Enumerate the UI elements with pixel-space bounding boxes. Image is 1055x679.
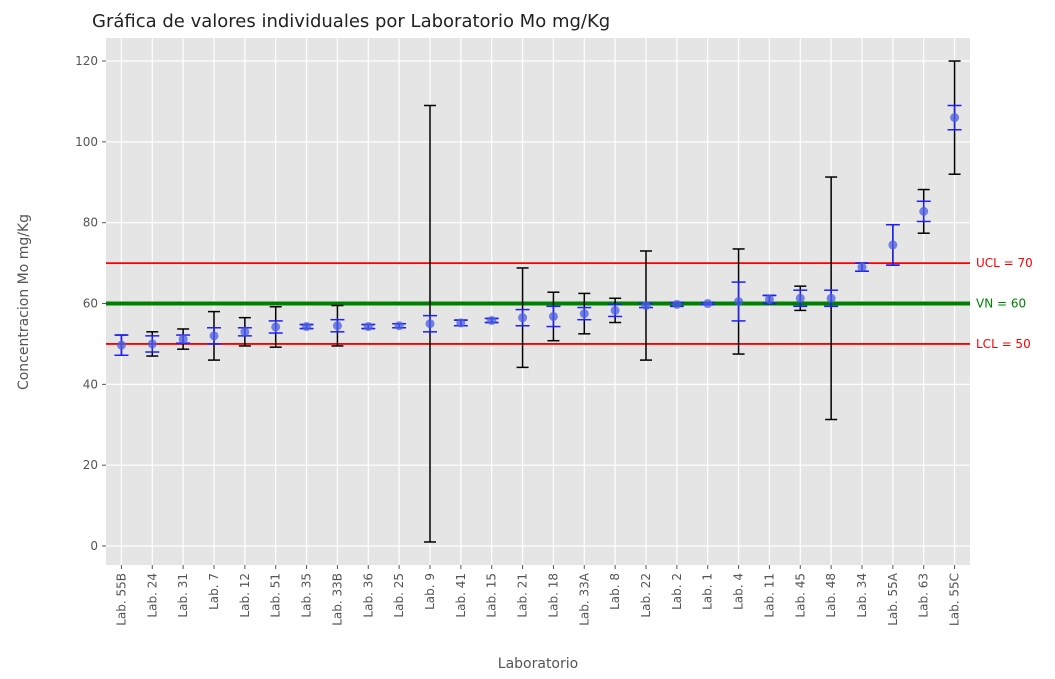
- marker: [857, 262, 867, 272]
- marker: [826, 293, 836, 303]
- x-tick-label: Lab. 31: [176, 573, 190, 618]
- x-tick-label: Lab. 63: [917, 573, 931, 618]
- y-tick-label: 80: [83, 216, 98, 230]
- x-tick-label: Lab. 51: [269, 573, 283, 618]
- x-tick-label: Lab. 55C: [948, 573, 962, 626]
- x-tick-label: Lab. 15: [485, 573, 499, 618]
- marker: [425, 319, 435, 329]
- marker: [209, 331, 219, 341]
- marker: [672, 299, 682, 309]
- x-tick-label: Lab. 1: [701, 573, 715, 610]
- x-tick-label: Lab. 25: [392, 573, 406, 618]
- x-tick-label: Lab. 45: [793, 573, 807, 618]
- x-tick-label: Lab. 4: [732, 573, 746, 610]
- chart-title: Gráfica de valores individuales por Labo…: [92, 11, 610, 32]
- marker: [764, 294, 774, 304]
- x-tick-label: Lab. 33A: [577, 572, 591, 626]
- reference-label: UCL = 70: [976, 256, 1033, 270]
- marker: [332, 321, 342, 331]
- marker: [518, 313, 528, 323]
- y-tick-label: 100: [75, 135, 98, 149]
- x-tick-label: Lab. 55A: [886, 572, 900, 626]
- x-tick-label: Lab. 34: [855, 573, 869, 618]
- x-tick-label: Lab. 48: [824, 573, 838, 618]
- x-tick-label: Lab. 33B: [330, 573, 344, 626]
- x-tick-label: Lab. 9: [423, 573, 437, 610]
- marker: [579, 309, 589, 319]
- marker: [795, 293, 805, 303]
- marker: [147, 339, 157, 349]
- x-tick-label: Lab. 21: [516, 573, 530, 618]
- x-tick-label: Lab. 18: [546, 573, 560, 618]
- marker: [456, 318, 466, 328]
- marker: [271, 322, 281, 332]
- x-tick-label: Lab. 7: [207, 573, 221, 610]
- marker: [919, 206, 929, 216]
- marker: [610, 305, 620, 315]
- reference-label: LCL = 50: [976, 337, 1031, 351]
- marker: [703, 299, 713, 309]
- marker: [888, 240, 898, 250]
- x-tick-label: Lab. 24: [145, 573, 159, 618]
- x-tick-label: Lab. 36: [361, 573, 375, 618]
- x-tick-label: Lab. 12: [238, 573, 252, 618]
- y-tick-label: 60: [83, 297, 98, 311]
- marker: [641, 301, 651, 311]
- marker: [116, 340, 126, 350]
- x-tick-label: Lab. 11: [762, 573, 776, 618]
- x-tick-label: Lab. 2: [670, 573, 684, 610]
- marker: [487, 315, 497, 325]
- x-tick-label: Lab. 55B: [114, 573, 128, 626]
- y-axis-label: Concentracion Mo mg/Kg: [16, 214, 32, 390]
- marker: [302, 322, 312, 332]
- marker: [394, 321, 404, 331]
- x-tick-label: Lab. 22: [639, 573, 653, 618]
- marker: [548, 311, 558, 321]
- x-tick-label: Lab. 41: [454, 573, 468, 618]
- marker: [178, 334, 188, 344]
- marker: [950, 113, 960, 123]
- plot-area: [106, 38, 970, 565]
- y-tick-label: 0: [90, 539, 98, 553]
- marker: [734, 297, 744, 306]
- reference-label: VN = 60: [976, 297, 1026, 311]
- x-tick-label: Lab. 35: [300, 573, 314, 618]
- marker: [363, 322, 373, 332]
- x-tick-label: Lab. 8: [608, 573, 622, 610]
- marker: [240, 327, 250, 337]
- x-axis-label: Laboratorio: [498, 656, 578, 672]
- y-tick-label: 20: [83, 458, 98, 472]
- y-tick-label: 120: [75, 54, 98, 68]
- y-tick-label: 40: [83, 377, 98, 391]
